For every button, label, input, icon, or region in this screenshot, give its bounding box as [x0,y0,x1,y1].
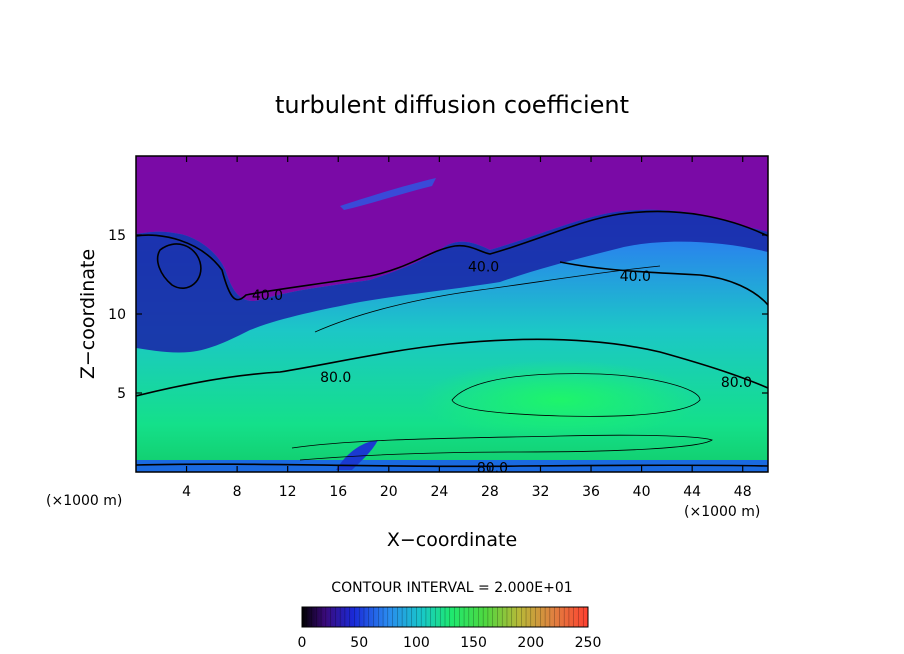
x-tick-label: 16 [329,484,347,500]
y-axis: 5 10 15 [108,228,768,402]
x-tick-label: 12 [279,484,297,500]
contour-label: 80.0 [721,375,752,391]
contour-40-inner [559,261,768,306]
contour-80-mid [136,338,768,397]
x-tick-label: 4 [182,484,191,500]
contour-label: 40.0 [468,260,499,276]
x-tick-label: 28 [481,484,499,500]
contour-labels: 40.0 40.0 40.0 80.0 80.0 80.0 [252,260,752,476]
contour-label: 80.0 [477,460,508,476]
x-tick-label: 24 [430,484,448,500]
contour-40-upper [136,210,768,301]
colorbar-frame [301,606,589,628]
colorbar-tick-label: 150 [460,635,487,651]
terrain-feature [336,440,378,470]
x-unit-right: (×1000 m) [684,504,760,520]
field-core [420,360,700,440]
x-axis-label: X−coordinate [387,529,517,551]
upper-region [136,156,768,301]
colorbar-ticks: 0 50 100 150 200 250 [298,635,602,651]
y-axis-label: Z−coordinate [77,249,99,379]
upper-streak [340,178,436,210]
y-tick-label: 15 [108,228,126,244]
x-tick-label: 44 [683,484,701,500]
dark-band [136,209,768,353]
x-tick-label: 40 [633,484,651,500]
contour-label: 40.0 [252,288,283,304]
plot-field: 40.0 40.0 40.0 80.0 80.0 80.0 [136,156,768,476]
contour-40-left-island [156,243,202,289]
x-tick-label: 36 [582,484,600,500]
contour-lines [136,210,768,468]
x-tick-label: 48 [734,484,752,500]
contour-label: 80.0 [320,370,351,386]
colorbar-stripes [301,607,589,627]
contour-interval-label: CONTOUR INTERVAL = 2.000E+01 [331,580,572,596]
contour-80-bottom [136,463,768,468]
colorbar-tick-label: 0 [298,635,307,651]
x-tick-label: 8 [233,484,242,500]
colorbar [302,607,588,627]
y-tick-label: 5 [117,386,126,402]
colorbar-tick-label: 200 [517,635,544,651]
chart-title: turbulent diffusion coefficient [275,91,629,119]
x-tick-label: 32 [532,484,550,500]
colorbar-tick-label: 250 [575,635,602,651]
x-tick-label: 20 [380,484,398,500]
contour-label: 40.0 [620,269,651,285]
colorbar-tick-label: 50 [350,635,368,651]
x-unit-left: (×1000 m) [46,493,122,509]
contour-lines-thin [291,265,713,461]
colorbar-tick-label: 100 [403,635,430,651]
y-tick-label: 10 [108,307,126,323]
x-axis: 4 8 12 16 20 24 28 32 36 40 44 48 [182,156,752,500]
